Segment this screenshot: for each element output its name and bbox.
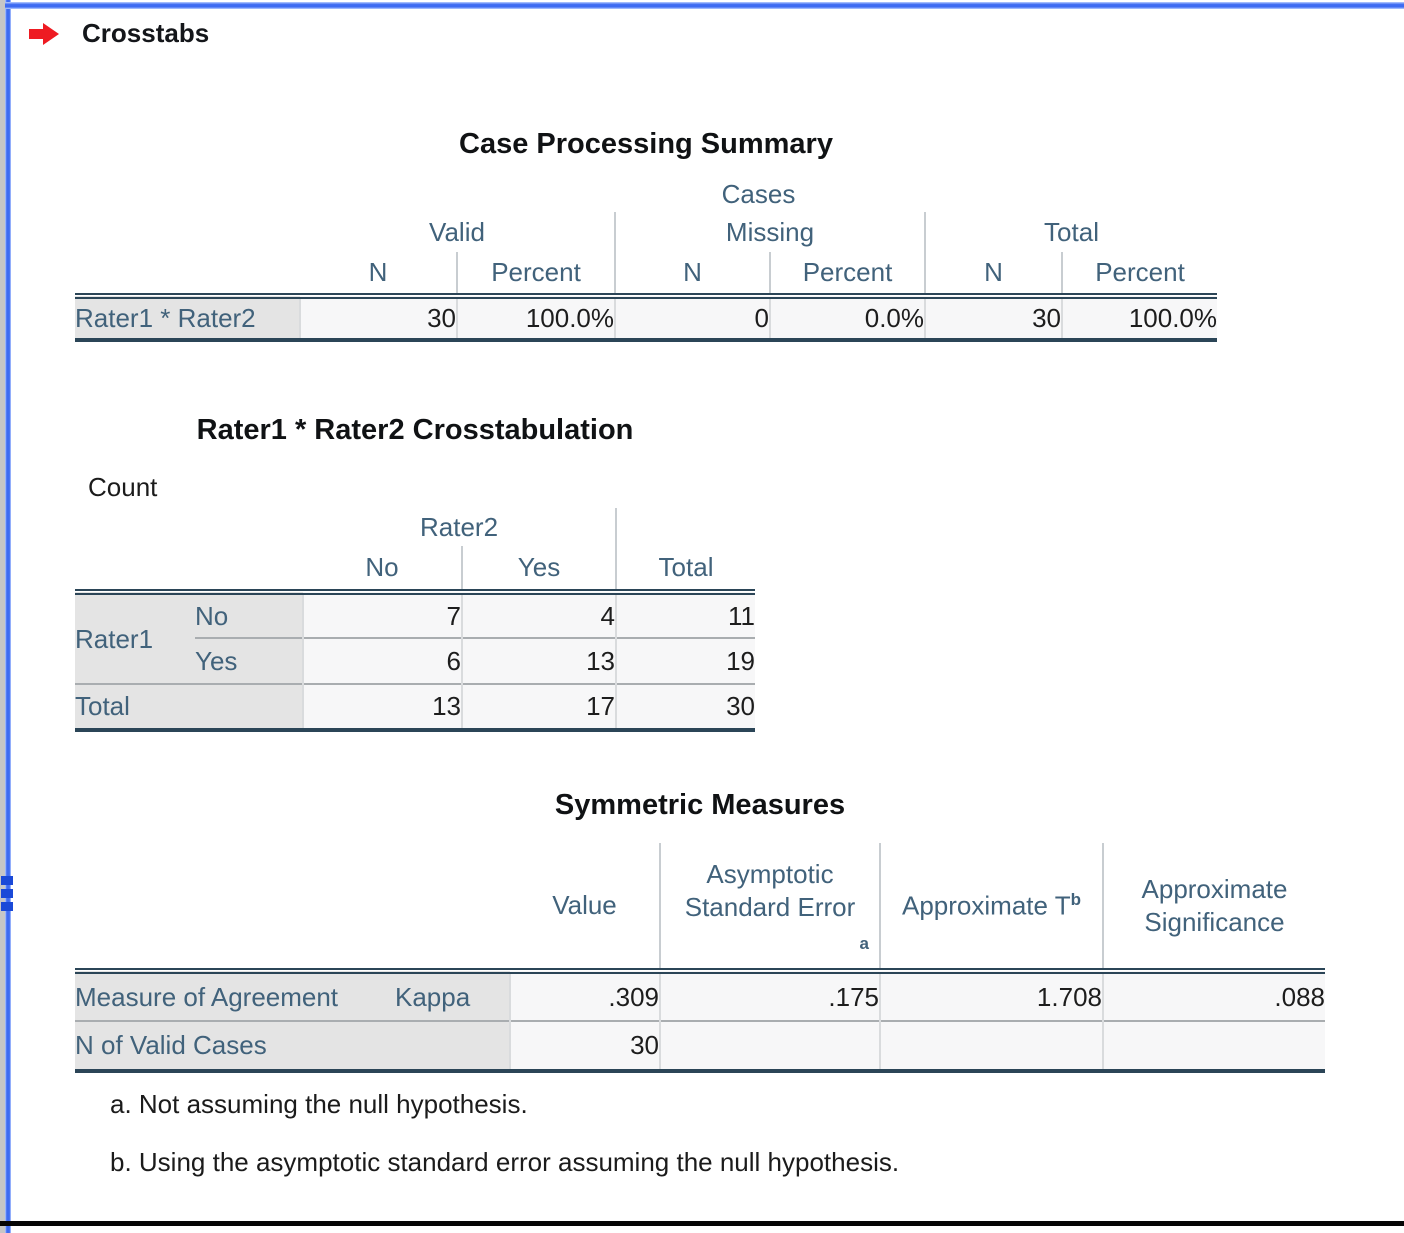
table-row: Total 13 17 30 <box>75 683 756 732</box>
col-header-n: N <box>300 252 457 299</box>
case-processing-summary-table[interactable]: Cases Valid Missing Total N Percent N Pe… <box>75 176 1218 342</box>
cell-total-no: 13 <box>302 683 462 732</box>
table-row: Rater1 No 7 4 11 <box>75 592 756 684</box>
col-header-approximate-significance: Approximate Significance <box>1102 843 1325 974</box>
col-header-approximate-t: Approximate Tb <box>879 843 1103 974</box>
kappa-approx-t: 1.708 <box>879 971 1103 1021</box>
valid-group-header: Valid <box>429 216 485 247</box>
cell-total-total: 30 <box>615 683 756 732</box>
n-valid-cases-value: 30 <box>509 1020 660 1073</box>
crosstab-table[interactable]: Rater2 No Yes Total Rater1 No 7 4 11 Yes… <box>75 508 756 732</box>
cell-no-yes: 4 <box>460 592 617 638</box>
drag-handle-dash <box>1 876 13 885</box>
drag-handle-dash <box>1 902 13 911</box>
total-row-label: Total <box>75 683 303 732</box>
row-label-no: No <box>195 592 303 638</box>
crosstab-title: Rater1 * Rater2 Crosstabulation <box>196 414 634 446</box>
kappa-value: .309 <box>509 971 660 1021</box>
footnote-mark-b: b <box>1070 889 1081 909</box>
viewer-edge-strip <box>0 0 5 1233</box>
stub-cell <box>75 843 510 974</box>
footnote-mark-a: a <box>859 933 869 953</box>
col-header-total: Total <box>615 546 756 595</box>
missing-n-value: 0 <box>614 296 770 342</box>
stub-cell <box>75 176 300 299</box>
col-header-percent: Percent <box>769 252 925 299</box>
ase-header-line1: Asymptotic <box>706 858 834 889</box>
cell-yes-yes: 13 <box>460 637 617 684</box>
row-stat-kappa: Kappa <box>395 971 510 1021</box>
missing-percent-value: 0.0% <box>769 296 925 342</box>
stub-cell <box>75 546 303 595</box>
empty-cell <box>659 1020 880 1073</box>
table-row: Rater1 * Rater2 30 100.0% 0 0.0% 30 100.… <box>75 296 1218 342</box>
cell-no-total: 11 <box>615 592 756 638</box>
symmetric-measures-title: Symmetric Measures <box>554 789 846 821</box>
cell-yes-total: 19 <box>615 637 756 684</box>
output-heading-label: Crosstabs <box>82 18 210 48</box>
empty-cell <box>879 1020 1103 1073</box>
row-group-label: Rater1 <box>75 592 195 684</box>
case-processing-summary-title: Case Processing Summary <box>459 128 833 160</box>
total-percent-value: 100.0% <box>1060 296 1218 342</box>
col-header-percent: Percent <box>456 252 615 299</box>
cell-yes-no: 6 <box>302 637 462 684</box>
table-row: Yes 6 13 19 <box>75 637 756 684</box>
missing-group-header: Missing <box>614 212 925 252</box>
symmetric-measures-table[interactable]: Value Asymptotic Standard Error a Approx… <box>75 843 1325 1073</box>
kappa-approx-sig: .088 <box>1102 971 1325 1021</box>
col-header-percent: Percent <box>1060 252 1218 299</box>
cell-no-no: 7 <box>302 592 462 638</box>
row-label: Rater1 * Rater2 <box>75 296 300 342</box>
row-label-yes: Yes <box>195 637 303 684</box>
selection-border-left <box>5 0 11 1233</box>
rater2-group-header: Rater2 <box>419 511 499 542</box>
footnote-b: b. Using the asymptotic standard error a… <box>110 1147 900 1177</box>
col-header-n: N <box>924 252 1062 299</box>
kappa-ase: .175 <box>659 971 880 1021</box>
count-label: Count <box>88 472 158 502</box>
row-group-measure-of-agreement: Measure of Agreement <box>75 971 395 1021</box>
cases-group-header: Cases <box>721 178 796 209</box>
empty-cell <box>1102 1020 1325 1073</box>
output-heading[interactable]: Crosstabs <box>29 18 209 49</box>
footnote-a: a. Not assuming the null hypothesis. <box>110 1089 528 1119</box>
stub-cell <box>615 508 756 546</box>
row-label-n-of-valid-cases: N of Valid Cases <box>75 1020 510 1073</box>
approx-sig-line1: Approximate <box>1141 873 1288 904</box>
valid-n-value: 30 <box>299 296 457 342</box>
total-group-header: Total <box>923 212 1218 252</box>
approx-sig-line2: Significance <box>1144 906 1285 937</box>
col-header-asymptotic-standard-error: Asymptotic Standard Error a <box>659 843 880 974</box>
window-bottom-edge <box>0 1221 1404 1226</box>
red-arrow-icon <box>29 22 59 45</box>
drag-handle-icon[interactable] <box>0 876 14 916</box>
cell-total-yes: 17 <box>460 683 617 732</box>
col-header-yes: Yes <box>460 546 617 595</box>
table-row: Measure of Agreement Kappa .309 .175 1.7… <box>75 971 1325 1021</box>
total-n-value: 30 <box>924 296 1062 342</box>
col-header-value: Value <box>510 843 660 974</box>
approx-t-label: Approximate T <box>902 890 1071 921</box>
ase-header-line2: Standard Error <box>684 891 856 922</box>
selection-border-top <box>5 2 1404 9</box>
stub-cell <box>75 508 303 546</box>
table-row: N of Valid Cases 30 <box>75 1020 1325 1073</box>
col-header-no: No <box>303 546 462 595</box>
col-header-n: N <box>614 252 770 299</box>
drag-handle-dash <box>1 889 13 898</box>
valid-percent-value: 100.0% <box>456 296 615 342</box>
